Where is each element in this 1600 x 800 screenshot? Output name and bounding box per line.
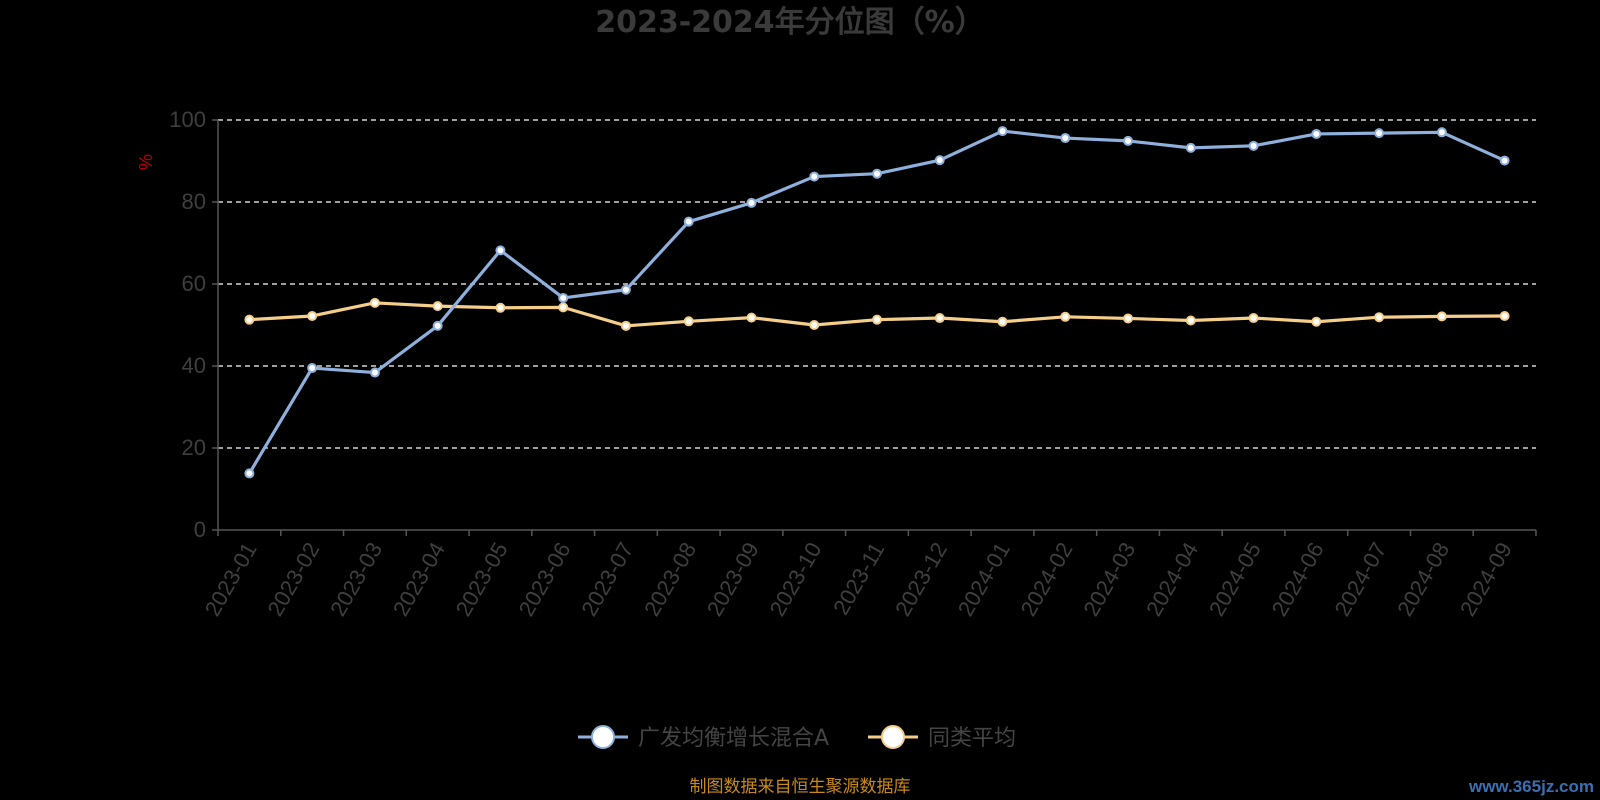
- watermark: www.365jz.com: [1468, 777, 1594, 796]
- y-tick-label: 0: [194, 517, 206, 542]
- data-point[interactable]: [369, 297, 380, 308]
- y-tick-label: 40: [182, 353, 206, 378]
- data-point[interactable]: [1060, 311, 1071, 322]
- series-1: [244, 126, 1510, 479]
- data-point[interactable]: [1248, 313, 1259, 324]
- legend-marker: [591, 725, 615, 749]
- data-point[interactable]: [558, 302, 569, 313]
- data-point[interactable]: [558, 292, 569, 303]
- chart-title: 2023-2024年分位图（%）: [595, 5, 985, 40]
- y-tick-label: 80: [182, 189, 206, 214]
- legend-label: 广发均衡增长混合A: [638, 726, 829, 751]
- data-point[interactable]: [1436, 127, 1447, 138]
- data-point[interactable]: [307, 363, 318, 374]
- data-source-note: 制图数据来自恒生聚源数据库: [690, 777, 911, 797]
- y-tick-label: 100: [169, 107, 206, 132]
- data-point[interactable]: [997, 126, 1008, 137]
- data-point[interactable]: [934, 155, 945, 166]
- data-point[interactable]: [1436, 311, 1447, 322]
- data-point[interactable]: [1185, 142, 1196, 153]
- gridlines: [218, 119, 1536, 449]
- data-point[interactable]: [620, 320, 631, 331]
- data-point[interactable]: [746, 312, 757, 323]
- data-point[interactable]: [809, 171, 820, 182]
- data-point[interactable]: [495, 245, 506, 256]
- y-axis: 0 20 40 60 80 100: [169, 107, 219, 542]
- series-2: [244, 297, 1510, 331]
- data-point[interactable]: [1311, 128, 1322, 139]
- data-point[interactable]: [746, 197, 757, 208]
- data-point[interactable]: [432, 320, 443, 331]
- data-point[interactable]: [1499, 310, 1510, 321]
- data-point[interactable]: [683, 216, 694, 227]
- data-point[interactable]: [1311, 316, 1322, 327]
- data-point[interactable]: [997, 316, 1008, 327]
- legend-item[interactable]: 广发均衡增长混合A: [578, 725, 829, 751]
- legend-label: 同类平均: [928, 726, 1016, 751]
- legend-item[interactable]: 同类平均: [868, 725, 1016, 751]
- data-point[interactable]: [872, 168, 882, 179]
- data-point[interactable]: [934, 313, 945, 324]
- data-point[interactable]: [307, 310, 318, 321]
- y-axis-label: %: [136, 154, 156, 170]
- data-point[interactable]: [683, 316, 694, 327]
- data-point[interactable]: [1060, 133, 1071, 144]
- data-point[interactable]: [244, 314, 255, 325]
- legend-marker: [881, 725, 905, 749]
- data-point[interactable]: [1248, 140, 1259, 151]
- data-point[interactable]: [620, 284, 631, 295]
- data-point[interactable]: [872, 314, 882, 325]
- data-point[interactable]: [1123, 313, 1134, 324]
- data-point[interactable]: [1185, 315, 1196, 326]
- data-point[interactable]: [1499, 155, 1510, 166]
- data-point[interactable]: [495, 302, 506, 313]
- data-point[interactable]: [1123, 135, 1134, 146]
- data-point[interactable]: [1374, 312, 1385, 323]
- y-tick-label: 20: [182, 435, 206, 460]
- data-point[interactable]: [369, 367, 380, 378]
- data-point[interactable]: [1374, 128, 1385, 139]
- series-group: [244, 126, 1510, 479]
- data-point[interactable]: [809, 320, 820, 330]
- data-point[interactable]: [244, 468, 255, 479]
- y-tick-label: 60: [182, 271, 206, 296]
- legend[interactable]: 广发均衡增长混合A 同类平均: [578, 725, 1016, 751]
- data-point[interactable]: [432, 301, 443, 312]
